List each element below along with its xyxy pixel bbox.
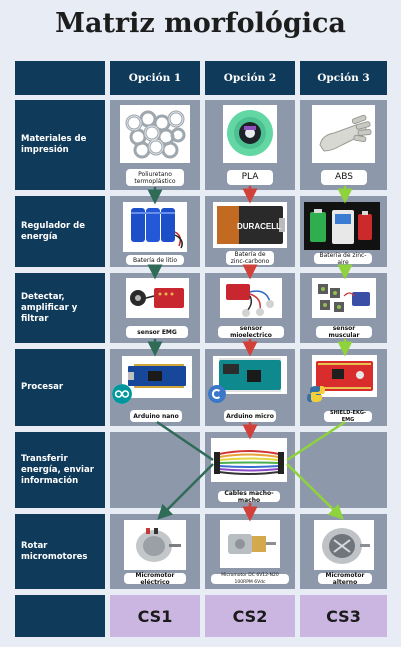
row-label-energy: Regulador de energía <box>15 196 105 267</box>
cpp-logo-icon <box>208 385 226 403</box>
caption-emg-sensor: sensor EMG <box>126 326 188 338</box>
column-header-option-3: Opción 3 <box>300 61 387 95</box>
caption-abs: ABS <box>321 170 367 185</box>
arduino-nano-image <box>122 356 192 398</box>
row-label-transfer: Transferir energía, enviar información <box>15 432 105 508</box>
arduino-logo-icon <box>112 384 132 404</box>
solution-cs1: CS1 <box>110 595 200 637</box>
page-title: Matriz morfológica <box>55 8 346 39</box>
duracell-logo-text: DURACELL <box>237 222 281 231</box>
caption-electric-micromotor: Micromotor eléctrico <box>124 572 186 586</box>
alternating-micromotor-image <box>314 520 374 570</box>
row-label-materials: Materiales de impresión <box>15 100 105 190</box>
caption-tpu: Poliuretano termoplástico <box>126 169 184 186</box>
corner-cell <box>15 61 105 95</box>
arduino-micro-image <box>213 356 287 394</box>
muscle-sensor-image <box>312 278 376 318</box>
tpu-lattice-image <box>120 105 190 163</box>
caption-zinc-carbon-battery: Batería de zinc-carbono <box>226 251 274 265</box>
morphological-matrix: Opción 1 Opción 2 Opción 3 Materiales de… <box>12 58 390 640</box>
lithium-battery-image <box>123 202 187 252</box>
caption-shield-ekg-emg: SHIELD-EKG-EMG <box>324 410 372 423</box>
electric-micromotor-image <box>124 520 186 570</box>
abs-hand-image <box>312 105 375 163</box>
row-label-motors: Rotar micromotores <box>15 514 105 589</box>
caption-arduino-nano: Arduino nano <box>130 410 182 422</box>
caption-lithium-battery: Batería de litio <box>126 255 184 265</box>
caption-muscle-sensor: sensor muscular <box>316 325 372 339</box>
caption-arduino-micro: Arduino micro <box>224 410 276 422</box>
cell-transfer-3 <box>300 432 387 508</box>
solution-cs2: CS2 <box>205 595 295 637</box>
caption-alternating-micromotor: Micromotor alterno <box>318 572 372 586</box>
solution-cs3: CS3 <box>300 595 387 637</box>
row-label-processing: Procesar <box>15 349 105 426</box>
zinc-air-battery-image <box>304 202 380 250</box>
caption-jumper-cables: Cables macho-macho <box>218 490 280 504</box>
caption-myoelectric-sensor: sensor mioelectrico <box>218 325 284 339</box>
cell-transfer-1 <box>110 432 200 508</box>
row-label-sensing: Detectar, amplificar y filtrar <box>15 273 105 343</box>
python-logo-icon <box>307 385 325 403</box>
caption-dc-gear-micromotor: Micromotor DC 6V12-N20 100RPM 6Vdc <box>211 573 289 585</box>
pla-filament-image <box>223 105 277 163</box>
solutions-row-label <box>15 595 105 637</box>
caption-pla: PLA <box>227 170 273 185</box>
column-header-option-1: Opción 1 <box>110 61 200 95</box>
jumper-cables-image <box>211 438 287 482</box>
dc-gear-micromotor-image <box>220 520 280 568</box>
emg-sensor-image <box>126 278 189 318</box>
zinc-carbon-battery-image: DURACELL <box>213 202 287 248</box>
shield-ekg-emg-image <box>312 355 377 397</box>
column-header-option-2: Opción 2 <box>205 61 295 95</box>
caption-zinc-air-battery: Batería de zinc-aire <box>314 252 372 266</box>
myoelectric-sensor-image <box>220 278 282 318</box>
